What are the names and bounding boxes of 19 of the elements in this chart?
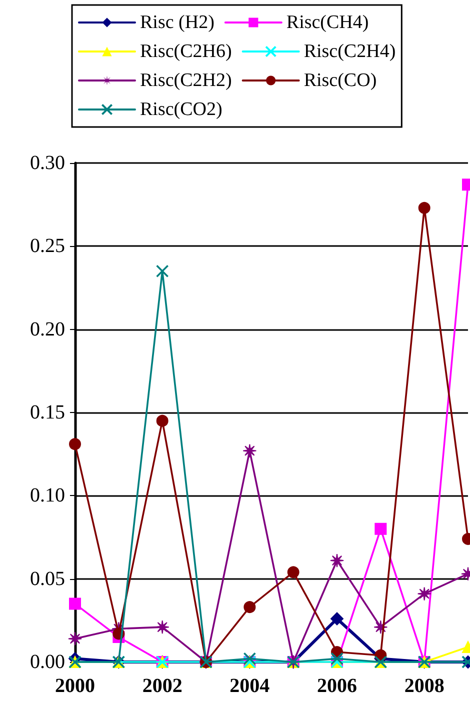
legend-label: Risc(C2H6) <box>140 41 232 62</box>
y-tick-label: 0.00 <box>30 651 65 673</box>
legend-label: Risc (H2) <box>140 12 214 33</box>
legend-label: Risc(CH4) <box>286 12 369 33</box>
y-tick-label: 0.30 <box>30 152 65 174</box>
y-tick-label: 0.15 <box>30 402 65 424</box>
x-tick-label: 2002 <box>142 675 182 697</box>
legend-label: Risc(CO2) <box>140 99 222 120</box>
y-tick-label: 0.25 <box>30 235 65 258</box>
x-tick-label: 2006 <box>317 675 357 697</box>
legend-label: Risc(C2H4) <box>304 41 396 62</box>
x-tick-label: 2004 <box>230 675 270 697</box>
y-tick-label: 0.05 <box>30 568 65 590</box>
x-tick-label: 2008 <box>404 675 444 697</box>
x-tick-label: 2000 <box>55 675 95 697</box>
legend-label: Risc(CO) <box>304 70 377 91</box>
y-tick-label: 0.10 <box>30 484 65 507</box>
legend-label: Risc(C2H2) <box>140 70 232 91</box>
y-tick-label: 0.20 <box>30 318 65 340</box>
